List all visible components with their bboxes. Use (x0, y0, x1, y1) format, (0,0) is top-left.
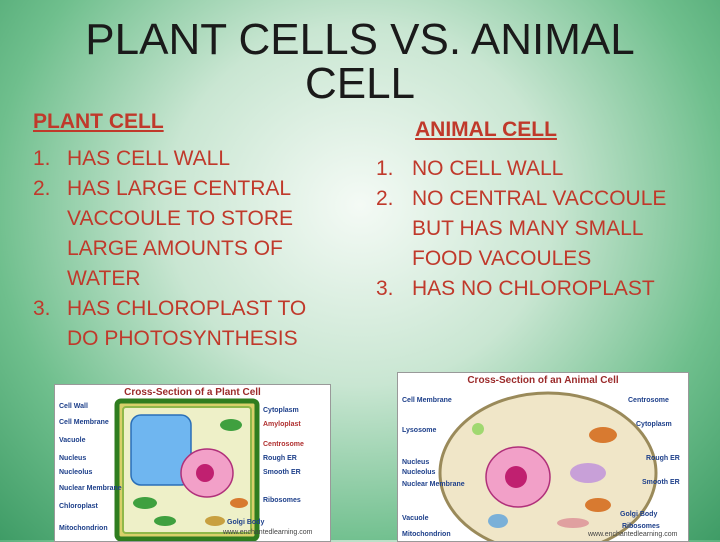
diagram-label: Cell Membrane (402, 397, 452, 404)
list-item: 1. HAS CELL WALL (33, 144, 333, 174)
list-text: HAS CHLOROPLAST TO DO PHOTOSYNTHESIS (67, 297, 307, 350)
diagram-label: Vacuole (59, 437, 86, 444)
diagram-watermark: www.enchantedlearning.com (588, 531, 678, 538)
diagram-label: Ribosomes (263, 497, 301, 504)
list-item: 2. NO CENTRAL VACCOULE BUT HAS MANY SMALL… (376, 184, 676, 274)
diagram-label: Nucleus (59, 455, 87, 462)
list-item: 2. HAS LARGE CENTRAL VACCOULE TO STORE LA… (33, 174, 333, 294)
diagram-label: Centrosome (628, 397, 669, 404)
diagram-label: Smooth ER (642, 479, 680, 486)
diagram-label: Nuclear Membrane (402, 481, 465, 488)
list-number: 2. (33, 177, 51, 200)
diagram-label: Cytoplasm (263, 407, 299, 414)
list-item: 1. NO CELL WALL (376, 154, 676, 184)
list-text: NO CENTRAL VACCOULE BUT HAS MANY SMALL F… (412, 187, 667, 270)
list-number: 1. (376, 157, 394, 180)
list-text: HAS LARGE CENTRAL VACCOULE TO STORE LARG… (67, 177, 294, 290)
diagram-label: Nucleus (402, 459, 430, 466)
diagram-label: Mitochondrion (59, 525, 108, 532)
list-number: 1. (33, 147, 51, 170)
plant-cell-heading: PLANT CELL (33, 110, 164, 133)
animal-cell-list: 1. NO CELL WALL 2. NO CENTRAL VACCOULE BUT… (376, 154, 676, 304)
diagram-label: Chloroplast (59, 503, 98, 510)
slide-title: PLANT CELLS VS. ANIMAL CELL (85, 15, 635, 108)
diagram-label: Cell Membrane (59, 419, 109, 426)
diagram-label: Ribosomes (622, 523, 660, 530)
diagram-title: Cross-Section of a Plant Cell (124, 387, 261, 398)
animal-cell-diagram: Cross-Section of an Animal Cell Cell Mem… (397, 372, 689, 542)
diagram-label: Nuclear Membrane (59, 485, 122, 492)
diagram-label: Vacuole (402, 515, 429, 522)
diagram-label: Smooth ER (263, 469, 301, 476)
diagram-label: Rough ER (646, 455, 680, 462)
list-number: 2. (376, 187, 394, 210)
diagram-label: Cytoplasm (636, 421, 672, 428)
plant-cell-diagram: Cross-Section of a Plant Cell Cell Wall … (54, 384, 331, 542)
diagram-label: Cell Wall (59, 403, 88, 410)
animal-cell-heading: ANIMAL CELL (415, 118, 557, 141)
list-number: 3. (376, 277, 394, 300)
diagram-label: Mitochondrion (402, 531, 451, 538)
list-text: HAS CELL WALL (67, 147, 231, 170)
animal-cell-illustration (438, 391, 658, 541)
diagram-label: Rough ER (263, 455, 297, 462)
diagram-label: Golgi Body (227, 519, 265, 526)
list-text: HAS NO CHLOROPLAST (412, 277, 655, 300)
diagram-title: Cross-Section of an Animal Cell (467, 375, 619, 386)
list-number: 3. (33, 297, 51, 320)
diagram-watermark: www.enchantedlearning.com (223, 529, 313, 536)
diagram-label: Golgi Body (620, 511, 658, 518)
diagram-label: Amyloplast (263, 421, 301, 428)
list-item: 3. HAS NO CHLOROPLAST (376, 274, 676, 304)
list-text: NO CELL WALL (412, 157, 564, 180)
list-item: 3. HAS CHLOROPLAST TO DO PHOTOSYNTHESIS (33, 294, 333, 354)
plant-cell-list: 1. HAS CELL WALL 2. HAS LARGE CENTRAL VACC… (33, 144, 333, 354)
diagram-label: Centrosome (263, 441, 304, 448)
diagram-label: Nucleolus (402, 469, 436, 476)
diagram-label: Nucleolus (59, 469, 93, 476)
plant-cell-illustration (114, 398, 260, 541)
diagram-label: Lysosome (402, 427, 437, 434)
